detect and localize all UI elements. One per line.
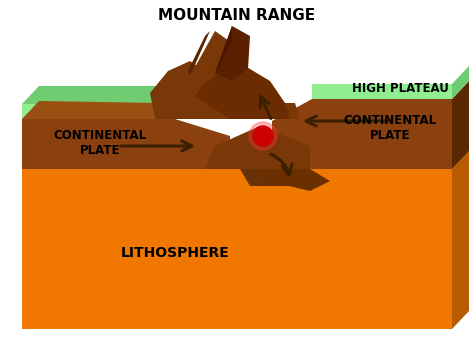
Polygon shape (22, 104, 175, 119)
Polygon shape (22, 151, 469, 169)
Circle shape (253, 126, 273, 146)
Polygon shape (22, 101, 160, 119)
Polygon shape (22, 86, 192, 104)
Polygon shape (312, 84, 452, 99)
Polygon shape (452, 81, 469, 169)
Polygon shape (452, 66, 469, 99)
Polygon shape (240, 169, 300, 186)
Polygon shape (188, 31, 210, 76)
Polygon shape (452, 151, 469, 329)
Text: HIGH PLATEAU: HIGH PLATEAU (352, 81, 448, 94)
Circle shape (249, 122, 277, 150)
Text: LITHOSPHERE: LITHOSPHERE (120, 246, 229, 260)
Polygon shape (195, 66, 290, 119)
Text: CONTINENTAL
PLATE: CONTINENTAL PLATE (54, 129, 146, 157)
Polygon shape (150, 61, 250, 119)
Polygon shape (215, 26, 250, 81)
Polygon shape (205, 126, 310, 169)
Text: CONTINENTAL
PLATE: CONTINENTAL PLATE (344, 114, 437, 142)
Polygon shape (155, 103, 300, 119)
Polygon shape (22, 169, 452, 329)
Polygon shape (22, 101, 192, 119)
Polygon shape (255, 169, 330, 191)
Polygon shape (190, 31, 232, 83)
Polygon shape (22, 119, 230, 169)
Text: MOUNTAIN RANGE: MOUNTAIN RANGE (158, 9, 316, 24)
Polygon shape (215, 26, 232, 73)
Polygon shape (272, 99, 452, 169)
